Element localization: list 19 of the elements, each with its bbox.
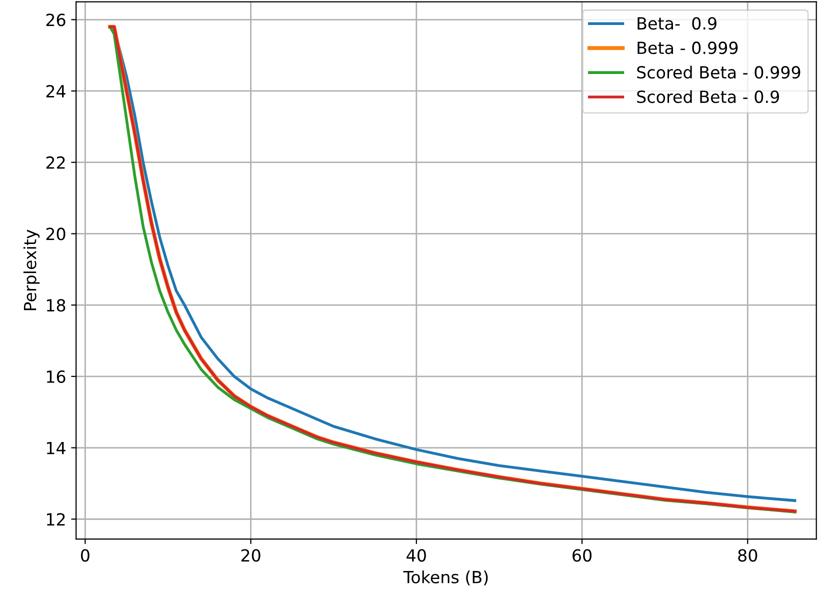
x-tick-label: 0 <box>80 549 90 562</box>
x-tick-label: 20 <box>241 549 260 562</box>
x-tick-label: 60 <box>572 549 592 562</box>
y-tick-label: 20 <box>46 228 66 240</box>
x-axis-title: Tokens (B) <box>403 570 488 586</box>
y-tick-label: 16 <box>46 370 66 383</box>
x-tick-label: 80 <box>738 549 758 562</box>
legend-label: Scored Beta - 0.9 <box>637 90 779 104</box>
y-axis-title: Perplexity <box>23 230 40 310</box>
legend-label: Beta - 0.999 <box>638 42 738 54</box>
legend-label: Beta- 0.9 <box>638 17 716 30</box>
legend-label: Scored Beta - 0.999 <box>637 66 800 79</box>
y-tick-label: 14 <box>46 442 66 454</box>
x-tick-label: 40 <box>406 549 426 562</box>
y-tick-label: 24 <box>46 84 66 98</box>
y-tick-label: 22 <box>46 156 65 169</box>
y-tick-label: 12 <box>46 513 65 526</box>
y-tick-label: 18 <box>46 299 66 312</box>
y-tick-label: 26 <box>46 14 66 26</box>
